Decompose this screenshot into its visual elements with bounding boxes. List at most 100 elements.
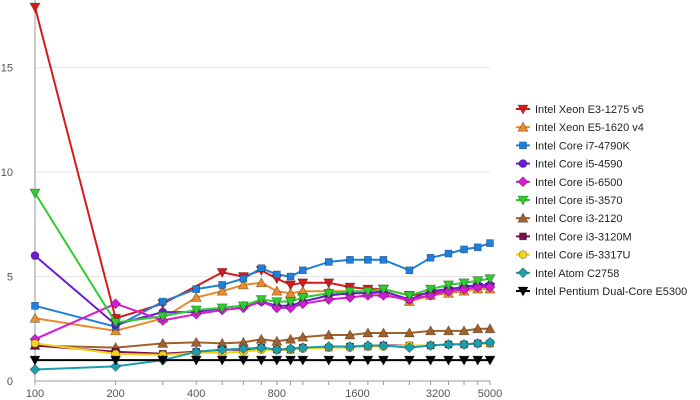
legend-marker bbox=[519, 141, 527, 150]
data-point bbox=[364, 256, 372, 264]
data-point bbox=[444, 249, 453, 258]
data-point bbox=[486, 239, 494, 247]
legend-item: Intel Pentium Dual-Core E5300 bbox=[516, 286, 687, 298]
data-point bbox=[297, 331, 309, 342]
data-point bbox=[425, 284, 437, 295]
legend-item: Intel Core i7-4790K bbox=[516, 140, 630, 152]
series-line bbox=[34, 192, 491, 324]
data-point bbox=[299, 266, 307, 275]
series-2 bbox=[31, 239, 494, 331]
data-point bbox=[460, 245, 468, 254]
data-point bbox=[30, 339, 40, 348]
data-point bbox=[297, 355, 309, 366]
y-tick-label: 5 bbox=[7, 272, 13, 284]
data-point bbox=[405, 266, 414, 275]
data-point bbox=[425, 340, 437, 351]
series-lines bbox=[29, 2, 496, 375]
data-point bbox=[285, 297, 297, 308]
data-point bbox=[362, 355, 374, 366]
data-point bbox=[323, 341, 335, 352]
data-point bbox=[403, 342, 415, 354]
series-6 bbox=[29, 323, 496, 352]
data-point bbox=[472, 323, 484, 334]
data-point bbox=[157, 355, 169, 366]
data-point bbox=[377, 355, 389, 366]
data-point bbox=[324, 258, 333, 266]
data-point bbox=[110, 360, 122, 372]
data-point bbox=[323, 329, 335, 340]
data-point bbox=[190, 336, 202, 347]
y-tick-label: 10 bbox=[1, 167, 13, 179]
data-point bbox=[157, 311, 169, 322]
data-point bbox=[192, 285, 201, 293]
data-point bbox=[344, 286, 356, 297]
legend-marker bbox=[518, 250, 528, 259]
data-point bbox=[323, 278, 335, 289]
data-point bbox=[285, 355, 297, 366]
axes: 0 5 10 15 100 200 400 800 1600 3200 5000 bbox=[1, 0, 502, 400]
data-point bbox=[237, 301, 249, 312]
data-point bbox=[443, 325, 455, 336]
data-point bbox=[323, 288, 335, 299]
data-point bbox=[271, 297, 283, 308]
data-point bbox=[425, 355, 437, 366]
legend-marker bbox=[517, 104, 529, 115]
legend-label: Intel Core i5-3570 bbox=[535, 195, 622, 207]
legend-item: Intel Core i5-3317U bbox=[516, 250, 630, 262]
data-point bbox=[323, 355, 335, 366]
data-point bbox=[271, 285, 283, 296]
data-point bbox=[29, 312, 41, 323]
data-point bbox=[190, 291, 202, 302]
data-point bbox=[255, 342, 267, 354]
data-point bbox=[216, 303, 228, 314]
data-point bbox=[425, 289, 437, 301]
data-point bbox=[257, 264, 266, 273]
data-point bbox=[362, 327, 374, 338]
data-point bbox=[484, 274, 496, 285]
legend-label: Intel Atom C2758 bbox=[535, 268, 619, 280]
data-point bbox=[378, 340, 389, 351]
data-point bbox=[158, 297, 167, 306]
data-point bbox=[403, 327, 415, 338]
data-point bbox=[297, 342, 309, 354]
data-point bbox=[190, 305, 202, 316]
data-point bbox=[216, 268, 228, 278]
data-point bbox=[216, 344, 228, 356]
data-point bbox=[255, 277, 267, 288]
y-tick-label: 15 bbox=[1, 63, 13, 75]
data-point bbox=[426, 253, 435, 262]
series-line bbox=[34, 281, 490, 332]
data-point bbox=[346, 256, 354, 264]
data-point bbox=[403, 355, 415, 366]
data-point bbox=[237, 343, 249, 355]
legend-marker bbox=[517, 195, 529, 206]
series-10 bbox=[29, 355, 496, 366]
data-point bbox=[271, 302, 283, 314]
data-point bbox=[473, 243, 482, 252]
gridlines bbox=[35, 67, 490, 278]
legend-marker bbox=[517, 121, 529, 132]
data-point bbox=[239, 274, 248, 283]
legend-label: Intel Core i3-2120 bbox=[535, 213, 622, 225]
data-point bbox=[443, 355, 455, 366]
data-point bbox=[379, 256, 388, 264]
x-tick-label: 100 bbox=[26, 388, 44, 400]
data-point bbox=[216, 355, 228, 366]
legend-label: Intel Core i7-4790K bbox=[535, 140, 630, 152]
legend-item: Intel Xeon E5-1620 v4 bbox=[516, 121, 644, 134]
data-point bbox=[273, 270, 281, 279]
data-point bbox=[443, 339, 454, 350]
data-point bbox=[443, 280, 455, 291]
data-point bbox=[190, 355, 202, 366]
data-point bbox=[297, 278, 309, 289]
data-point bbox=[157, 337, 169, 348]
data-point bbox=[286, 272, 295, 281]
series-1 bbox=[29, 277, 496, 336]
legend-label: Intel Xeon E3-1275 v5 bbox=[535, 104, 644, 116]
data-point bbox=[110, 318, 122, 329]
data-point bbox=[362, 286, 374, 297]
legend-label: Intel Core i5-3317U bbox=[535, 250, 630, 262]
legend-marker bbox=[517, 212, 529, 223]
data-point bbox=[458, 278, 470, 289]
legend-item: Intel Core i5-4590 bbox=[516, 159, 622, 171]
